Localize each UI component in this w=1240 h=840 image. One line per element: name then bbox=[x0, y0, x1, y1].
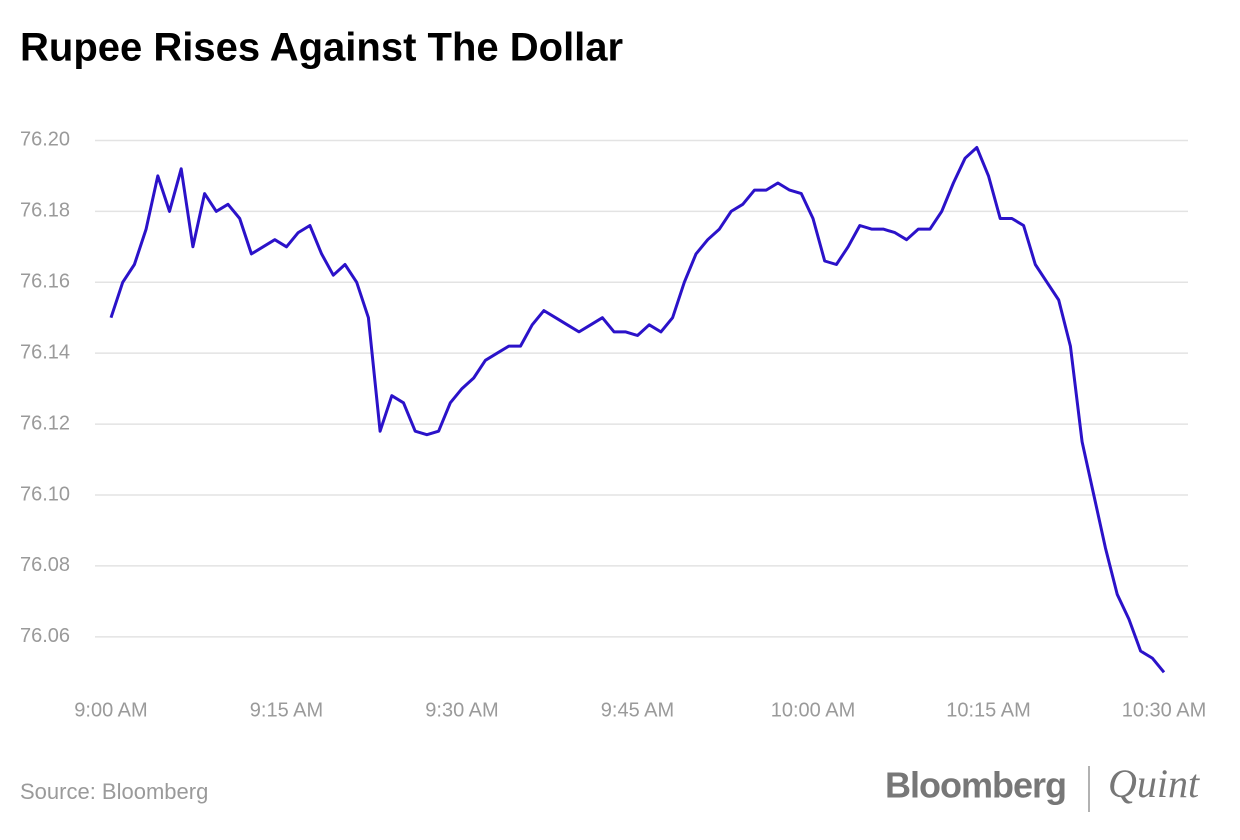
y-tick-label: 76.12 bbox=[20, 412, 70, 434]
x-tick-label: 10:00 AM bbox=[771, 699, 856, 721]
y-tick-label: 76.14 bbox=[20, 341, 70, 363]
chart-title: Rupee Rises Against The Dollar bbox=[20, 26, 623, 70]
line bbox=[109, 146, 1166, 674]
x-tick-label: 9:15 AM bbox=[250, 699, 323, 721]
y-tick-label: 76.10 bbox=[20, 483, 70, 505]
x-tick-label: 9:00 AM bbox=[74, 699, 147, 721]
y-tick-label: 76.08 bbox=[20, 554, 70, 576]
y-tick-label: 76.16 bbox=[20, 271, 70, 293]
logo-right: Quint bbox=[1108, 761, 1200, 806]
y-tick-label: 76.18 bbox=[20, 200, 70, 222]
y-tick-label: 76.20 bbox=[20, 129, 70, 151]
x-tick-label: 10:15 AM bbox=[946, 699, 1031, 721]
x-tick-label: 10:30 AM bbox=[1122, 699, 1207, 721]
y-tick-label: 76.06 bbox=[20, 625, 70, 647]
x-tick-label: 9:45 AM bbox=[601, 699, 674, 721]
source: Source: Bloomberg bbox=[20, 779, 208, 804]
logo-left: Bloomberg bbox=[885, 765, 1066, 806]
x-tick-label: 9:30 AM bbox=[425, 699, 498, 721]
